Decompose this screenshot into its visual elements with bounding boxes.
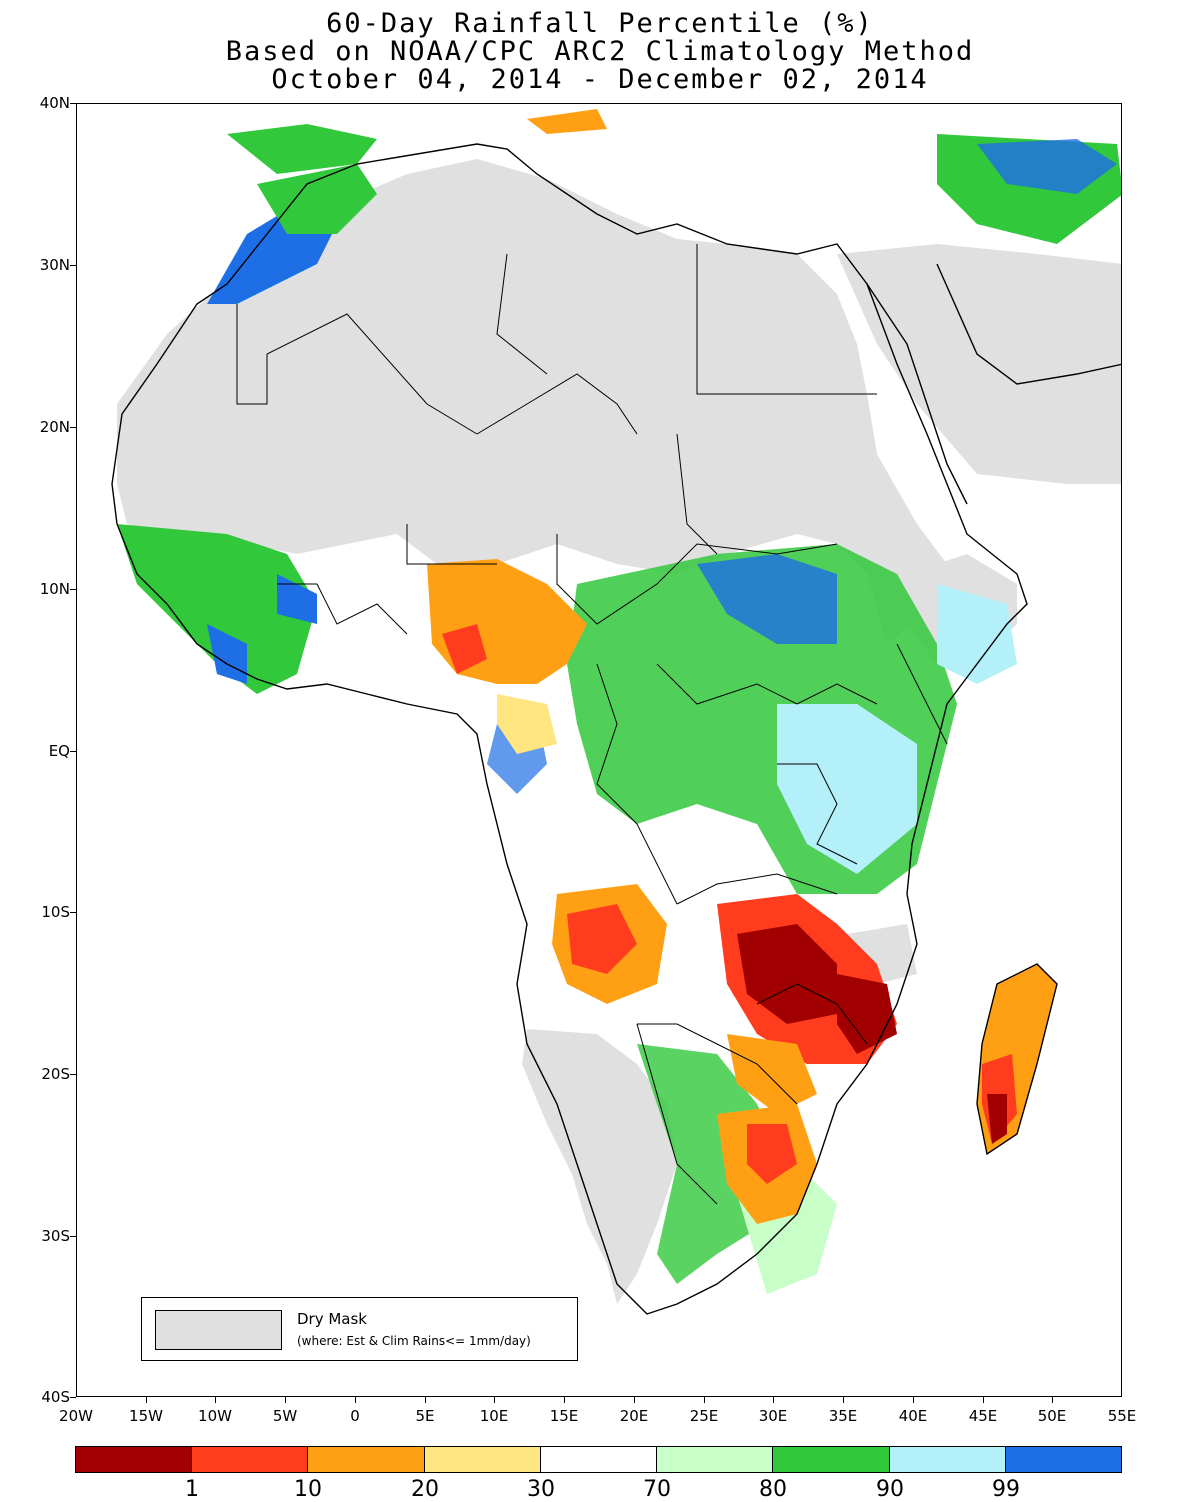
dry-mask-swatch <box>155 1310 282 1350</box>
y-label-eq: EQ <box>48 742 70 760</box>
x-label-10w: 10W <box>198 1407 232 1425</box>
map-frame <box>76 103 1122 1397</box>
x-tick <box>355 1397 356 1403</box>
colorbar-label: 1 <box>185 1477 199 1502</box>
africa-map <box>111 109 1121 1315</box>
colorbar-segment <box>539 1446 658 1473</box>
country-borders <box>236 244 948 1205</box>
y-label-10n: 10N <box>39 580 70 598</box>
x-tick <box>285 1397 286 1403</box>
colorbar-label: 90 <box>876 1477 904 1502</box>
x-label-35e: 35E <box>828 1407 858 1425</box>
wet-regions <box>117 124 1121 1294</box>
colorbar-segment <box>75 1446 193 1473</box>
x-tick <box>215 1397 216 1403</box>
map-title-line3: October 04, 2014 - December 02, 2014 <box>271 64 929 95</box>
x-tick <box>1052 1397 1053 1403</box>
y-tick <box>70 265 76 266</box>
colorbar-segment <box>772 1446 890 1473</box>
y-label-20s: 20S <box>41 1065 70 1083</box>
colorbar-segment <box>888 1446 1006 1473</box>
dry-regions <box>427 109 1057 1224</box>
y-label-30s: 30S <box>41 1227 70 1245</box>
x-tick <box>564 1397 565 1403</box>
colorbar-label: 80 <box>759 1477 787 1502</box>
colorbar-segment <box>307 1446 425 1473</box>
x-tick <box>494 1397 495 1403</box>
y-label-40n: 40N <box>39 94 70 112</box>
x-label-25e: 25E <box>689 1407 719 1425</box>
y-tick <box>70 589 76 590</box>
y-tick <box>70 1236 76 1237</box>
x-tick <box>843 1397 844 1403</box>
y-label-20n: 20N <box>39 418 70 436</box>
x-label-40e: 40E <box>898 1407 928 1425</box>
map-title-line1: 60-Day Rainfall Percentile (%) <box>326 8 874 39</box>
colorbar-segment <box>1004 1446 1122 1473</box>
x-label-55e: 55E <box>1107 1407 1137 1425</box>
y-tick <box>70 1397 76 1398</box>
x-tick <box>913 1397 914 1403</box>
x-tick <box>425 1397 426 1403</box>
percentile-colorbar <box>75 1446 1122 1473</box>
x-label-20e: 20E <box>619 1407 649 1425</box>
x-label-50e: 50E <box>1037 1407 1067 1425</box>
y-label-10s: 10S <box>41 903 70 921</box>
x-label-15w: 15W <box>129 1407 163 1425</box>
x-label-5e: 5E <box>415 1407 435 1425</box>
y-tick <box>70 427 76 428</box>
colorbar-label: 10 <box>294 1477 322 1502</box>
x-tick <box>704 1397 705 1403</box>
colorbar-segment <box>423 1446 541 1473</box>
dry-mask-note: (where: Est & Clim Rains<= 1mm/day) <box>297 1334 531 1348</box>
x-label-0: 0 <box>350 1407 360 1425</box>
colorbar-label: 30 <box>527 1477 555 1502</box>
y-tick <box>70 1074 76 1075</box>
colorbar-segment <box>656 1446 774 1473</box>
x-label-15e: 15E <box>549 1407 579 1425</box>
y-tick <box>70 751 76 752</box>
dry-mask-legend: Dry Mask (where: Est & Clim Rains<= 1mm/… <box>141 1297 578 1361</box>
x-label-30e: 30E <box>758 1407 788 1425</box>
colorbar-label: 70 <box>643 1477 671 1502</box>
y-tick <box>70 912 76 913</box>
y-tick <box>70 103 76 104</box>
x-label-10e: 10E <box>479 1407 509 1425</box>
x-tick <box>634 1397 635 1403</box>
x-label-20w: 20W <box>59 1407 93 1425</box>
x-tick <box>146 1397 147 1403</box>
colorbar-segment <box>191 1446 309 1473</box>
x-label-5w: 5W <box>272 1407 298 1425</box>
x-tick <box>983 1397 984 1403</box>
x-label-45e: 45E <box>968 1407 998 1425</box>
map-title-line2: Based on NOAA/CPC ARC2 Climatology Metho… <box>225 36 975 67</box>
colorbar-label: 99 <box>992 1477 1020 1502</box>
coastlines <box>111 143 1121 1315</box>
x-tick <box>773 1397 774 1403</box>
y-label-40s: 40S <box>41 1388 70 1406</box>
y-label-30n: 30N <box>39 256 70 274</box>
dry-mask-title: Dry Mask <box>297 1310 367 1328</box>
colorbar-label: 20 <box>411 1477 439 1502</box>
